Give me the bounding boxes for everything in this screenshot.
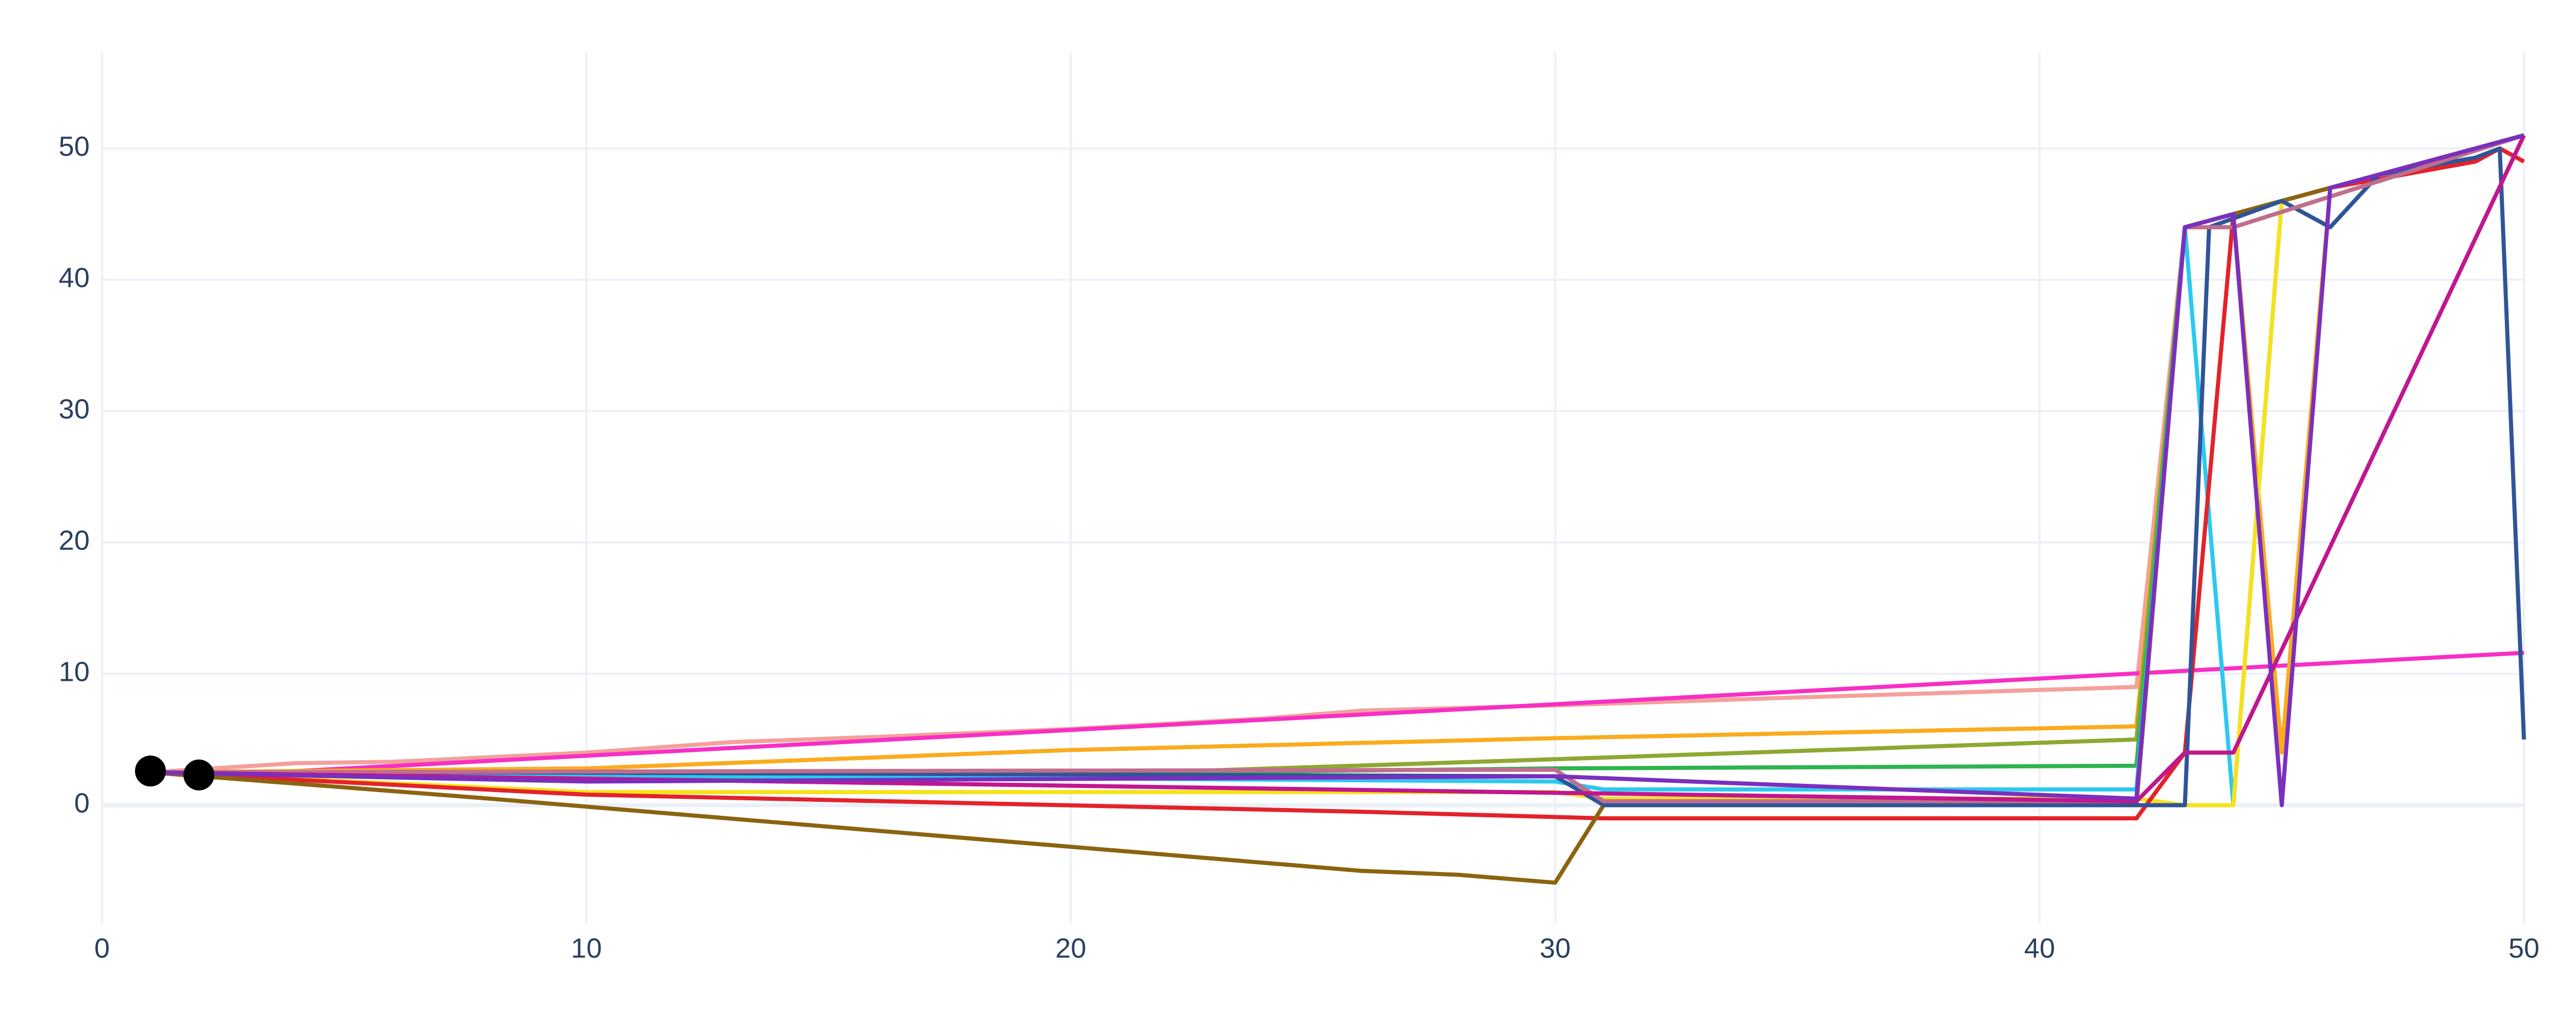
line-series [150, 134, 2526, 803]
line-series [150, 133, 2525, 777]
line-series [150, 146, 2526, 808]
y-tick-label: 0 [74, 788, 90, 819]
x-tick-label: 50 [2509, 933, 2539, 964]
line-series [150, 133, 2525, 808]
x-tick-label: 10 [571, 933, 602, 964]
line-series [150, 133, 2525, 803]
y-tick-label: 10 [59, 657, 90, 688]
marker [183, 759, 215, 791]
y-tick-label: 20 [59, 525, 90, 556]
marker [135, 756, 166, 787]
x-tick-label: 0 [94, 933, 110, 964]
x-tick-label: 20 [1055, 933, 1086, 964]
line-series [150, 133, 2525, 808]
x-tick-label: 40 [2024, 933, 2055, 964]
y-tick-label: 30 [59, 394, 90, 425]
y-tick-label: 40 [59, 263, 90, 294]
y-tick-label: 50 [59, 131, 90, 162]
line-series [150, 133, 2525, 808]
x-tick-label: 30 [1540, 933, 1571, 964]
line-series [150, 133, 2525, 781]
line-series [150, 146, 2525, 820]
